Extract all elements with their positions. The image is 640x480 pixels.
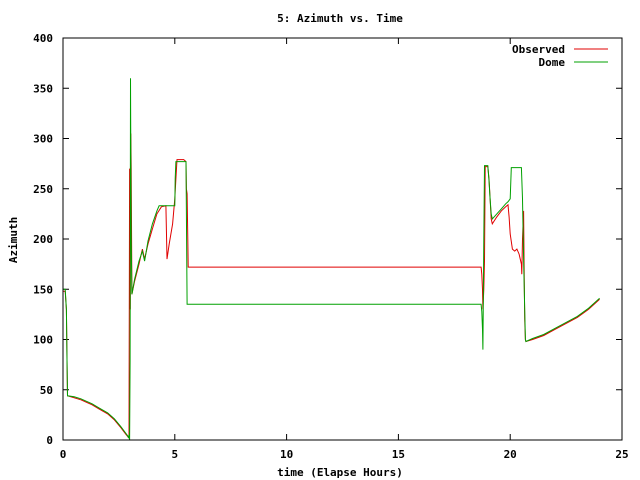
x-tick-label: 10	[280, 448, 293, 461]
x-tick-label: 5	[171, 448, 178, 461]
axis-ticks: 0 50 100 150 200 250 300 350 400 0 5 10 15 20 25	[33, 32, 629, 461]
y-tick-label: 350	[33, 82, 53, 95]
legend-label-observed: Observed	[512, 43, 565, 56]
y-tick-label: 200	[33, 233, 53, 246]
series-line-observed	[63, 133, 600, 440]
y-axis-label: Azimuth	[7, 217, 20, 263]
x-tick-label: 20	[504, 448, 517, 461]
y-tick-label: 100	[33, 334, 53, 347]
x-axis-label: time (Elapse Hours)	[277, 466, 403, 479]
y-tick-label: 250	[33, 183, 53, 196]
y-tick-label: 150	[33, 283, 53, 296]
x-tick-label: 0	[60, 448, 67, 461]
chart-title: 5: Azimuth vs. Time	[277, 12, 403, 25]
y-tick-label: 300	[33, 133, 53, 146]
x-tick-label: 15	[392, 448, 405, 461]
y-tick-label: 0	[46, 434, 53, 447]
series-line-dome	[63, 78, 600, 441]
y-tick-label: 400	[33, 32, 53, 45]
y-tick-label: 50	[40, 384, 53, 397]
legend-label-dome: Dome	[539, 56, 566, 69]
plot-frame	[62, 37, 623, 441]
x-tick-label: 25	[615, 448, 628, 461]
series-layer	[63, 78, 600, 441]
